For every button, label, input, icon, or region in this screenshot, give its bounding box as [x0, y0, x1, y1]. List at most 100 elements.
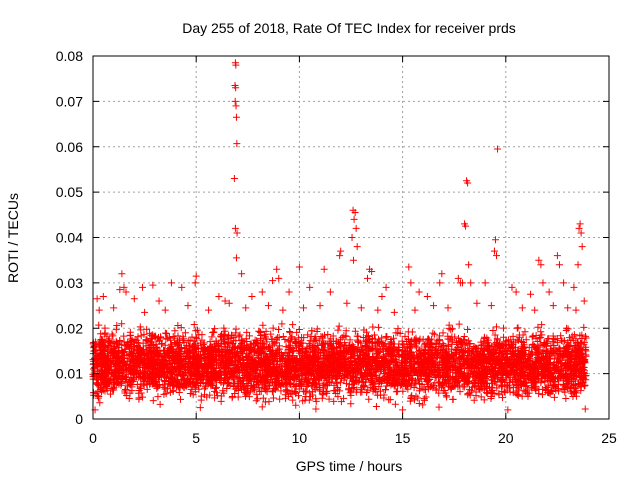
data-point — [323, 389, 331, 397]
data-point — [455, 373, 463, 381]
data-point — [118, 347, 126, 355]
data-points — [89, 59, 590, 414]
data-point — [447, 375, 455, 383]
data-point — [501, 388, 509, 396]
data-point — [460, 354, 468, 362]
data-point — [424, 385, 432, 393]
data-point — [448, 340, 456, 348]
data-point — [514, 346, 522, 354]
data-point — [215, 339, 223, 347]
data-point — [169, 387, 177, 395]
data-point — [188, 370, 196, 378]
data-point — [456, 349, 464, 357]
data-point — [105, 337, 113, 345]
data-point — [177, 324, 185, 332]
data-point — [352, 388, 360, 396]
data-point — [172, 371, 180, 379]
data-point — [508, 347, 516, 355]
data-point — [480, 374, 488, 382]
data-point — [371, 335, 379, 343]
data-point — [382, 382, 390, 390]
data-point — [431, 330, 439, 338]
data-point — [342, 380, 350, 388]
data-point — [451, 362, 459, 370]
data-point — [408, 328, 416, 336]
data-point — [234, 353, 242, 361]
data-point — [205, 363, 213, 371]
data-point — [108, 330, 116, 338]
data-point — [550, 382, 558, 390]
data-point — [307, 354, 315, 362]
data-point — [460, 371, 468, 379]
data-point — [140, 351, 148, 359]
data-point — [102, 366, 110, 374]
data-point — [96, 351, 104, 359]
data-point — [228, 331, 236, 339]
data-point — [157, 333, 165, 341]
data-point — [305, 396, 313, 404]
data-point — [124, 382, 132, 390]
data-point — [130, 338, 138, 346]
data-point — [218, 357, 226, 365]
data-point — [516, 378, 524, 386]
data-point — [529, 340, 537, 348]
data-point — [571, 384, 579, 392]
data-point — [505, 341, 513, 349]
data-point — [354, 365, 362, 373]
data-point — [406, 397, 414, 405]
data-point — [581, 381, 589, 389]
data-point — [245, 393, 253, 401]
data-point — [385, 370, 393, 378]
data-point — [236, 331, 244, 339]
data-point — [392, 329, 400, 337]
data-point — [134, 333, 142, 341]
data-point — [580, 363, 588, 371]
data-point — [363, 389, 371, 397]
data-point — [536, 357, 544, 365]
data-point — [212, 384, 220, 392]
data-point — [209, 347, 217, 355]
data-point — [470, 396, 478, 404]
data-point — [275, 326, 283, 334]
data-point — [188, 333, 196, 341]
data-point — [548, 388, 556, 396]
data-point — [112, 326, 120, 334]
data-point — [221, 368, 229, 376]
data-point — [504, 371, 512, 379]
data-point — [282, 379, 290, 387]
data-point — [419, 401, 427, 409]
data-point — [325, 395, 333, 403]
data-point — [132, 352, 140, 360]
data-point — [105, 370, 113, 378]
data-point — [233, 360, 241, 368]
data-point — [471, 345, 479, 353]
data-point — [434, 342, 442, 350]
data-point — [276, 395, 284, 403]
data-point — [302, 347, 310, 355]
data-point — [448, 325, 456, 333]
data-point — [201, 383, 209, 391]
data-point — [442, 345, 450, 353]
data-point — [385, 396, 393, 404]
data-point — [533, 369, 541, 377]
data-point — [171, 370, 179, 378]
data-point — [258, 378, 266, 386]
data-point — [404, 376, 412, 384]
data-point — [420, 383, 428, 391]
data-point — [399, 377, 407, 385]
data-point — [394, 348, 402, 356]
data-point — [528, 333, 536, 341]
data-point — [95, 321, 103, 329]
data-point — [200, 365, 208, 373]
data-point — [559, 337, 567, 345]
data-point — [480, 333, 488, 341]
data-point — [213, 348, 221, 356]
data-point — [372, 346, 380, 354]
data-point — [537, 379, 545, 387]
data-point — [538, 391, 546, 399]
data-point — [465, 347, 473, 355]
data-point — [254, 354, 262, 362]
data-point — [487, 395, 495, 403]
data-point — [213, 389, 221, 397]
data-point — [315, 354, 323, 362]
